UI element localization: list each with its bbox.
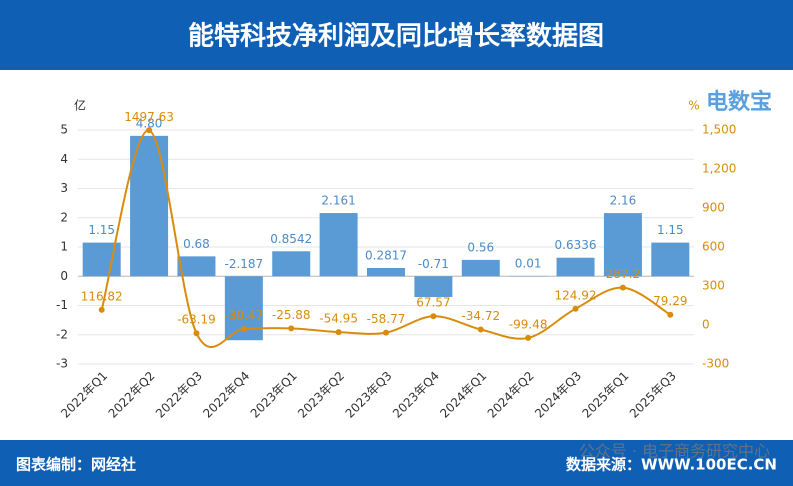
line-point bbox=[572, 305, 579, 312]
bar bbox=[651, 242, 690, 277]
bar bbox=[556, 257, 595, 277]
line-value-label: -63.19 bbox=[177, 313, 216, 327]
line-point bbox=[430, 313, 437, 320]
y-tick-label: 2 bbox=[60, 210, 68, 224]
bar-value-label: 1.15 bbox=[657, 223, 684, 237]
y-tick-label: 1 bbox=[60, 240, 68, 254]
line-point bbox=[146, 127, 153, 134]
line-value-label: -25.88 bbox=[272, 308, 311, 322]
line-point bbox=[619, 284, 626, 291]
line-value-label: 67.57 bbox=[416, 296, 450, 310]
y2-tick-label: 0 bbox=[702, 318, 710, 332]
line-value-label: 1497.63 bbox=[124, 110, 174, 124]
line bbox=[100, 129, 671, 349]
line-value-label: 116.82 bbox=[81, 289, 123, 303]
y-axis-label: 亿 bbox=[74, 98, 86, 113]
line-value-label: -34.72 bbox=[461, 309, 500, 323]
bar bbox=[272, 251, 311, 277]
y-tick-label: -1 bbox=[56, 298, 68, 312]
y2-tick-label: -300 bbox=[702, 357, 729, 371]
bar-value-label: 0.6336 bbox=[555, 238, 597, 252]
bar-value-label: 2.16 bbox=[610, 194, 637, 208]
bar-value-label: 0.2817 bbox=[365, 249, 407, 263]
bar bbox=[461, 259, 500, 277]
line-point bbox=[335, 329, 342, 336]
watermark: 公众号 · 电子商务研究中心 bbox=[579, 442, 770, 461]
bar bbox=[367, 268, 405, 277]
line-value-label: 124.92 bbox=[555, 288, 597, 302]
bar-value-label: 2.161 bbox=[321, 194, 355, 208]
line-point bbox=[383, 329, 389, 336]
line-value-label: 287.2 bbox=[606, 267, 640, 281]
line-value-label: 79.29 bbox=[653, 294, 687, 308]
bar bbox=[414, 276, 453, 298]
bar-value-label: 1.15 bbox=[88, 223, 115, 237]
header-band bbox=[0, 0, 793, 70]
y2-axis-label: % bbox=[688, 99, 699, 113]
line-point bbox=[477, 326, 484, 333]
logo: 电数宝 bbox=[706, 89, 772, 115]
y2-tick-label: 600 bbox=[702, 240, 725, 254]
bar-value-label: 0.8542 bbox=[270, 232, 312, 246]
bar-value-label: -0.71 bbox=[418, 257, 449, 271]
line-value-label: -99.48 bbox=[509, 317, 548, 331]
line-point bbox=[98, 306, 105, 313]
chart-title: 能特科技净利润及同比增长率数据图 bbox=[188, 21, 604, 52]
line-value-label: -30.47 bbox=[225, 308, 264, 322]
bar bbox=[177, 256, 216, 277]
line-value-label: -54.95 bbox=[319, 312, 358, 326]
line-point bbox=[193, 330, 200, 337]
y2-tick-label: 300 bbox=[702, 279, 725, 293]
bar bbox=[603, 213, 642, 277]
footer-left: 图表编制：网经社 bbox=[16, 456, 136, 474]
y-tick-label: -2 bbox=[56, 327, 68, 341]
y2-tick-label: 1,200 bbox=[702, 162, 736, 176]
y-tick-label: 4 bbox=[60, 152, 68, 166]
bar-value-label: 0.01 bbox=[515, 256, 542, 270]
footer-right: 数据来源：WWW.100EC.CN bbox=[566, 456, 777, 474]
bar bbox=[319, 213, 358, 277]
footer-band bbox=[0, 440, 793, 486]
line-point bbox=[240, 325, 247, 332]
y2-tick-label: 900 bbox=[702, 201, 725, 215]
y-tick-label: 3 bbox=[60, 181, 68, 195]
bar-value-label: 0.68 bbox=[183, 237, 210, 251]
bar-value-label: 4.80 bbox=[136, 116, 163, 130]
y-tick-label: 0 bbox=[60, 269, 68, 283]
bar-value-label: -2.187 bbox=[225, 257, 264, 271]
line-value-label: -58.77 bbox=[367, 312, 406, 326]
line-point bbox=[288, 325, 295, 332]
line-point bbox=[667, 311, 674, 318]
bar bbox=[130, 135, 169, 277]
bar-value-label: 0.56 bbox=[467, 240, 494, 254]
y2-tick-label: 1,500 bbox=[702, 123, 736, 137]
line-point bbox=[525, 334, 532, 341]
y-tick-label: 5 bbox=[60, 123, 68, 137]
y-tick-label: -3 bbox=[56, 357, 68, 371]
